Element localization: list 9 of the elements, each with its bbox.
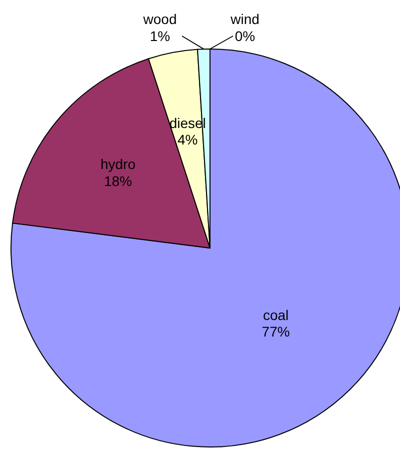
slice-label: hydro — [100, 156, 136, 172]
data-label: 4% — [178, 132, 198, 148]
slice-label: wood — [142, 11, 177, 27]
data-label: 1% — [150, 28, 170, 44]
slice-label: coal — [262, 306, 289, 323]
text: 0% — [234, 28, 256, 44]
data-label: 77% — [262, 324, 290, 340]
data-label: 18% — [104, 172, 132, 189]
category-label: wind — [230, 11, 260, 27]
